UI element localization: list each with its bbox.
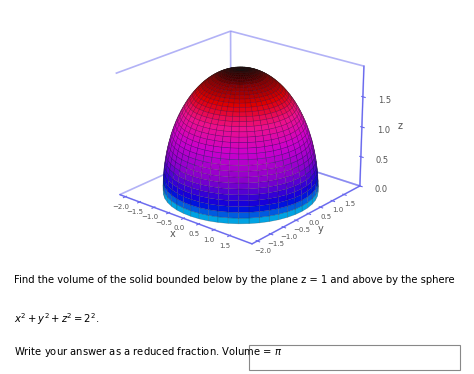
Text: $x^2 + y^2 + z^2 = 2^2$.: $x^2 + y^2 + z^2 = 2^2$. (14, 311, 100, 327)
FancyBboxPatch shape (248, 345, 460, 370)
X-axis label: x: x (170, 229, 176, 239)
Text: Write your answer as a reduced fraction. Volume = $\pi$: Write your answer as a reduced fraction.… (14, 345, 283, 359)
Text: Find the volume of the solid bounded below by the plane z = 1 and above by the s: Find the volume of the solid bounded bel… (14, 275, 455, 285)
Y-axis label: y: y (318, 224, 323, 234)
